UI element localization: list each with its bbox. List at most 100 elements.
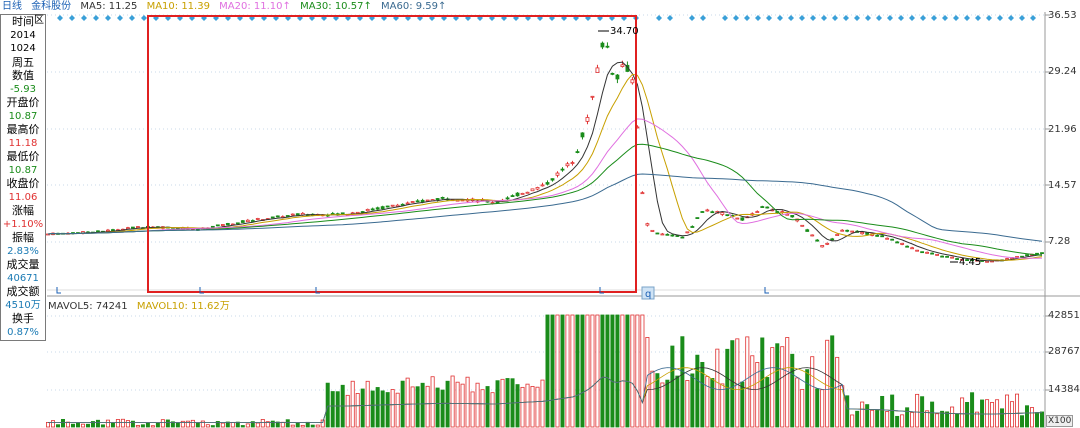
volume-bar bbox=[425, 385, 430, 428]
volume-bar bbox=[490, 392, 495, 428]
info-value: -5.93 bbox=[10, 83, 36, 95]
candle-body bbox=[765, 206, 770, 209]
volume-bar bbox=[360, 388, 365, 428]
volume-bar bbox=[270, 420, 275, 428]
volume-bar bbox=[765, 377, 770, 428]
volume-bar bbox=[290, 424, 295, 428]
close-icon[interactable]: 区 bbox=[34, 15, 44, 26]
candle-body bbox=[645, 223, 650, 226]
volume-bar bbox=[135, 425, 140, 428]
candle-body bbox=[435, 198, 440, 201]
volume-bar bbox=[585, 314, 590, 428]
volume-bar bbox=[465, 376, 470, 428]
event-diamond-icon bbox=[777, 15, 783, 21]
volume-bar bbox=[550, 314, 555, 428]
candle-body bbox=[535, 187, 540, 190]
volume-bar bbox=[795, 377, 800, 428]
l-marker-icon bbox=[199, 287, 204, 294]
q-marker-label: q bbox=[645, 289, 651, 300]
volume-bar bbox=[805, 369, 810, 428]
candle-body bbox=[615, 74, 620, 80]
candle-body bbox=[365, 208, 370, 212]
info-low-label: 最低价 bbox=[6, 150, 40, 163]
volume-bar bbox=[930, 401, 935, 428]
volume-bar bbox=[420, 382, 425, 428]
candle-body bbox=[425, 199, 430, 202]
candle-body bbox=[106, 229, 110, 232]
volume-bar bbox=[1000, 408, 1005, 428]
event-diamond-icon bbox=[689, 15, 695, 21]
candle-body bbox=[790, 215, 795, 218]
ma10-line bbox=[47, 73, 1043, 261]
volume-bar bbox=[980, 399, 985, 428]
volume-bar bbox=[860, 401, 865, 428]
volume-bar bbox=[535, 386, 540, 428]
volume-bar bbox=[560, 314, 565, 428]
candle-body bbox=[655, 232, 660, 235]
volume-bar bbox=[410, 386, 415, 428]
candle-body bbox=[825, 242, 830, 245]
event-diamond-icon bbox=[93, 15, 99, 21]
volume-bar bbox=[705, 376, 710, 428]
volume-bar bbox=[810, 356, 815, 428]
candle-body bbox=[295, 213, 300, 216]
volume-bar bbox=[945, 411, 950, 428]
volume-bar bbox=[195, 422, 200, 428]
volume-bar bbox=[865, 404, 870, 428]
volume-bar bbox=[190, 419, 195, 428]
ma20-line bbox=[47, 118, 1043, 259]
event-diamond-icon bbox=[876, 15, 882, 21]
candle-body bbox=[510, 195, 515, 197]
volume-bar bbox=[155, 422, 160, 428]
volume-bar bbox=[215, 421, 220, 428]
volume-bar bbox=[130, 420, 135, 428]
volume-bar bbox=[880, 395, 885, 428]
volume-bar bbox=[955, 413, 960, 428]
volume-bar bbox=[110, 422, 115, 428]
volume-bar bbox=[580, 314, 585, 428]
event-diamond-icon bbox=[964, 15, 970, 21]
candle-body bbox=[495, 201, 500, 204]
period-label[interactable]: 日线 bbox=[2, 1, 22, 12]
price-tick-5: 7.28 bbox=[1048, 236, 1071, 247]
volume-bar bbox=[685, 380, 690, 428]
volume-bar bbox=[530, 386, 535, 428]
volume-bar bbox=[925, 410, 930, 428]
candle-body bbox=[925, 251, 930, 254]
volume-bar bbox=[435, 387, 440, 428]
candle-body bbox=[550, 178, 555, 181]
volume-bar bbox=[715, 348, 720, 428]
candle-body bbox=[910, 247, 915, 250]
volume-bar bbox=[905, 407, 910, 428]
volume-bar bbox=[95, 419, 100, 428]
event-diamond-icon bbox=[656, 15, 662, 21]
stock-name[interactable]: 金科股份 bbox=[31, 1, 72, 12]
event-diamond-icon bbox=[57, 15, 63, 21]
info-turnover: 0.87% bbox=[7, 326, 39, 338]
candle-body bbox=[660, 233, 665, 236]
candle-body bbox=[630, 79, 635, 84]
event-diamond-icon bbox=[821, 15, 827, 21]
candle-body bbox=[885, 237, 890, 240]
data-window-panel: 区 时间 2014 1024 周五 数值 -5.93 开盘价 10.87 最高价… bbox=[0, 14, 46, 341]
candle-body bbox=[665, 233, 670, 236]
candle-body bbox=[895, 241, 900, 244]
event-diamond-icon bbox=[854, 15, 860, 21]
candle-body bbox=[805, 229, 810, 232]
volume-bar bbox=[305, 421, 310, 428]
volume-legend-bar: MAVOL5: 74241 MAVOL10: 11.62万 bbox=[48, 300, 236, 314]
candle-body bbox=[370, 208, 375, 211]
price-tick-1: 36.53 bbox=[1048, 10, 1077, 21]
info-close: 11.06 bbox=[8, 191, 38, 203]
mavol10-label: MAVOL10: 11.62万 bbox=[136, 301, 230, 312]
volume-bar bbox=[690, 373, 695, 428]
volume-bar bbox=[480, 389, 485, 428]
candle-body bbox=[875, 234, 880, 237]
candle-body bbox=[250, 220, 255, 222]
volume-bar bbox=[310, 424, 315, 428]
volume-bar bbox=[260, 419, 265, 428]
volume-bar bbox=[505, 378, 510, 428]
volume-bar bbox=[70, 423, 75, 428]
volume-bar bbox=[750, 355, 755, 428]
